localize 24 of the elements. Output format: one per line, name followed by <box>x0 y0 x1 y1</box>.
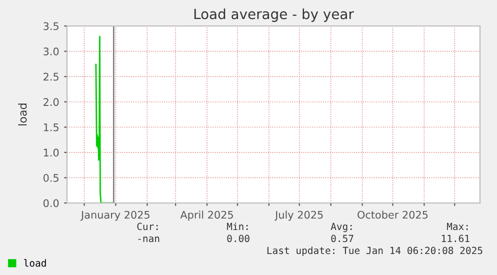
text: Min: <box>226 222 248 230</box>
y-tick-label: 2.5 <box>44 72 58 81</box>
y-tick-label: 0.5 <box>43 174 58 182</box>
text: 0.57 <box>331 234 354 242</box>
text: Cur: <box>137 222 158 230</box>
y-tick-label: 3.5 <box>44 22 58 30</box>
x-tick-label: July 2025 <box>274 210 323 221</box>
y-tick-label: 1.5 <box>44 124 58 132</box>
text: Avg: <box>330 222 352 232</box>
chart-title: Load average - by year <box>194 8 354 22</box>
text: Max: <box>446 222 468 230</box>
legend-label: load <box>24 259 46 267</box>
x-tick-label: April 2025 <box>180 210 233 221</box>
text: 11.61 <box>442 234 470 242</box>
y-axis-title: load <box>18 104 27 126</box>
x-tick-label: October 2025 <box>358 210 428 219</box>
y-tick-label: 2.0 <box>44 98 59 106</box>
text: 0.00 <box>227 234 250 242</box>
x-tick-label: January 2025 <box>80 210 150 221</box>
y-tick-label: 1.0 <box>44 148 59 157</box>
text: Last update: Tue Jan 14 06:20:08 2025 <box>267 246 482 256</box>
y-tick-label: 0.0 <box>43 199 59 208</box>
text: -nan <box>138 236 160 242</box>
y-tick-label: 3.0 <box>44 48 59 56</box>
